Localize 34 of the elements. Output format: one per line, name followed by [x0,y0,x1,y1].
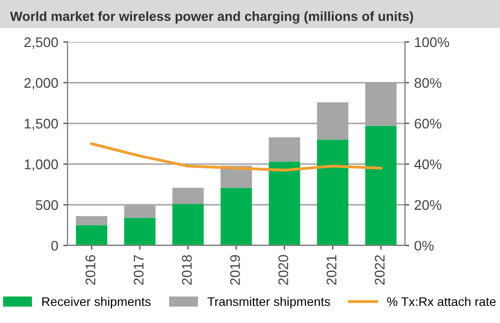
bar [124,218,156,246]
y2-tick-label: 20% [414,200,442,210]
x-tick-label: 2019 [230,255,240,285]
y-tick-label: 1,000 [24,159,58,171]
x-tick-label: 2020 [278,255,288,285]
y2-tick-label: 60% [414,118,442,129]
y-tick-label: 500 [36,200,58,210]
y-tick-label: 1,500 [24,118,58,130]
line-series [90,142,382,172]
bar [268,137,300,162]
bar [268,162,300,246]
y-tick-label: 2,000 [24,78,58,90]
y2-tick-label: 0% [414,240,434,251]
x-tick-label: 2016 [86,255,96,285]
bar [365,126,397,246]
y2-tick-label: 40% [414,159,442,170]
bar [220,188,252,246]
bar [317,140,348,246]
y-tick-label: 0 [51,240,58,251]
chart-title: World market for wireless power and charging (millions of units) [10,11,414,24]
legend-label: Transmitter shipments [208,296,330,309]
y2-tick-label: 100% [415,37,450,48]
legend-label: % Tx:Rx attach rate [387,296,496,306]
y-tick-label: 2,500 [24,37,58,49]
x-tick-label: 2021 [326,255,336,285]
y2-tick-label: 80% [414,78,442,88]
bar [172,188,204,204]
bar [76,216,108,226]
x-tick-label: 2022 [374,255,385,285]
legend-label: Receiver shipments [42,296,151,309]
x-tick-label: 2017 [134,255,144,285]
bar [172,204,204,246]
bar [76,225,108,246]
x-tick-label: 2018 [182,255,192,285]
